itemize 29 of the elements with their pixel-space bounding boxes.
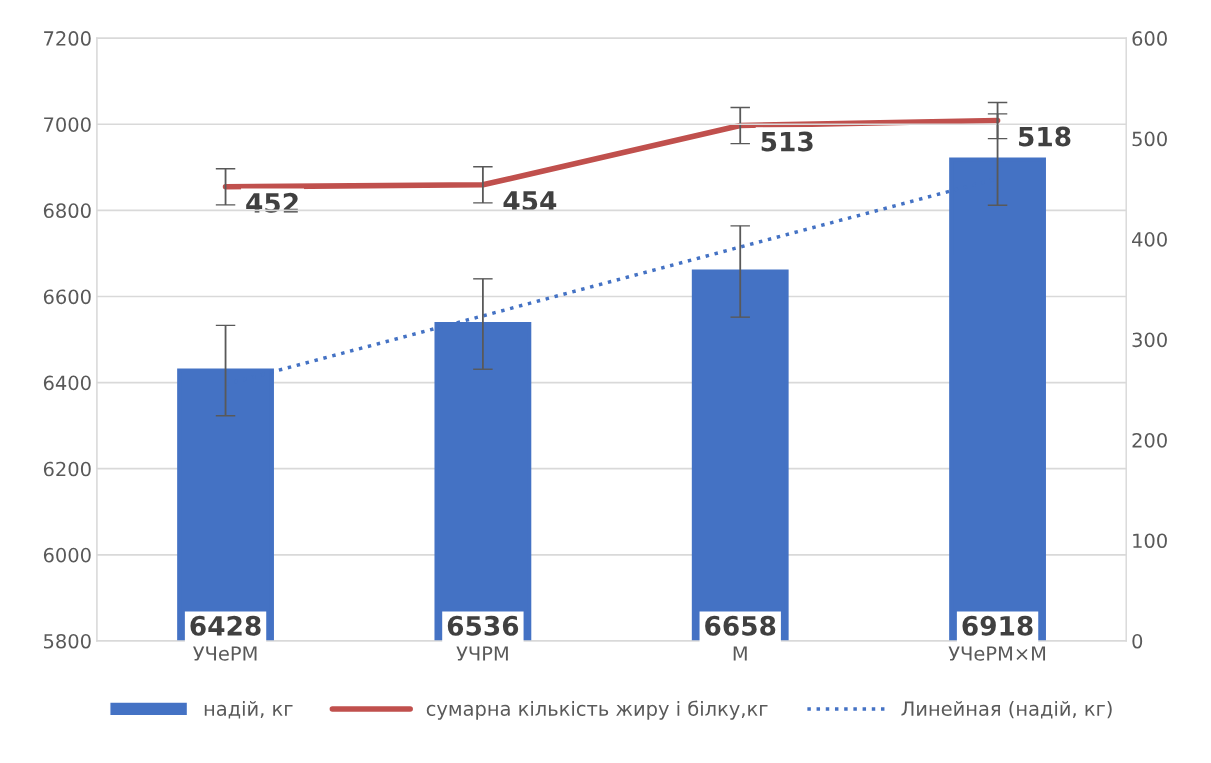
x-tick-label: М — [733, 646, 747, 661]
data-label: 6918 — [962, 615, 1033, 636]
y-tick-label: 6800 — [43, 203, 91, 219]
y2-tick-label: 600 — [1132, 31, 1167, 46]
y-tick-label: 5800 — [44, 633, 91, 649]
y2-tick-label: 500 — [1132, 131, 1167, 147]
data-label: 454 — [503, 191, 557, 211]
x-tick-label: УЧеРМ — [193, 646, 257, 661]
data-label: 6658 — [705, 615, 776, 636]
y2-tick-label: 300 — [1132, 332, 1167, 348]
y2-tick-label: 0 — [1132, 633, 1143, 649]
y-tick-label: 6400 — [43, 375, 91, 391]
legend-label: сумарна кількість жиру і білку,кг — [426, 700, 768, 720]
y-tick-label: 6000 — [43, 547, 91, 563]
y-tick-label: 7200 — [44, 31, 91, 46]
y-tick-label: 7000 — [44, 117, 91, 132]
x-tick-label: УЧеРМ×М — [948, 646, 1046, 661]
y-tick-label: 6200 — [43, 461, 91, 477]
data-label: 518 — [1019, 126, 1071, 147]
y2-tick-label: 200 — [1132, 432, 1167, 448]
legend-label: надій, кг — [204, 700, 293, 719]
data-label: 6536 — [447, 615, 519, 636]
data-label: 513 — [761, 131, 813, 152]
data-label: 6428 — [190, 615, 261, 636]
legend-label: Линейная (надій, кг) — [901, 700, 1112, 719]
y2-tick-label: 100 — [1133, 533, 1167, 549]
y2-tick-label: 400 — [1132, 232, 1167, 247]
x-tick-label: УЧРМ — [456, 646, 508, 661]
y-tick-label: 6600 — [43, 289, 91, 305]
